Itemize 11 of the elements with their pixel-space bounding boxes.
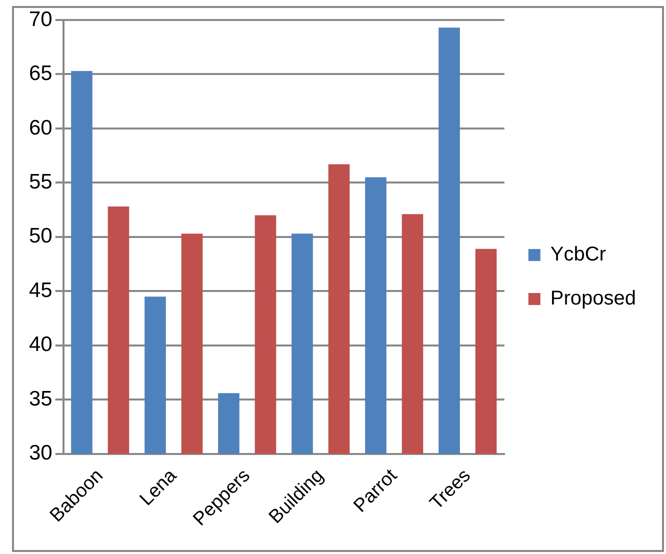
y-tick-label: 55: [29, 170, 52, 194]
legend-label: YcbCr: [550, 244, 606, 266]
y-tick-label: 50: [29, 224, 52, 248]
y-tick-label: 30: [29, 442, 52, 465]
y-tick-label: 60: [29, 116, 52, 140]
y-tick-label: 40: [29, 333, 52, 356]
y-tick-label: 70: [29, 8, 52, 31]
y-tick-label: 45: [29, 278, 52, 302]
legend-label: Proposed: [550, 288, 636, 310]
y-tick-label: 35: [29, 387, 52, 410]
y-tick-label: 65: [29, 62, 52, 86]
